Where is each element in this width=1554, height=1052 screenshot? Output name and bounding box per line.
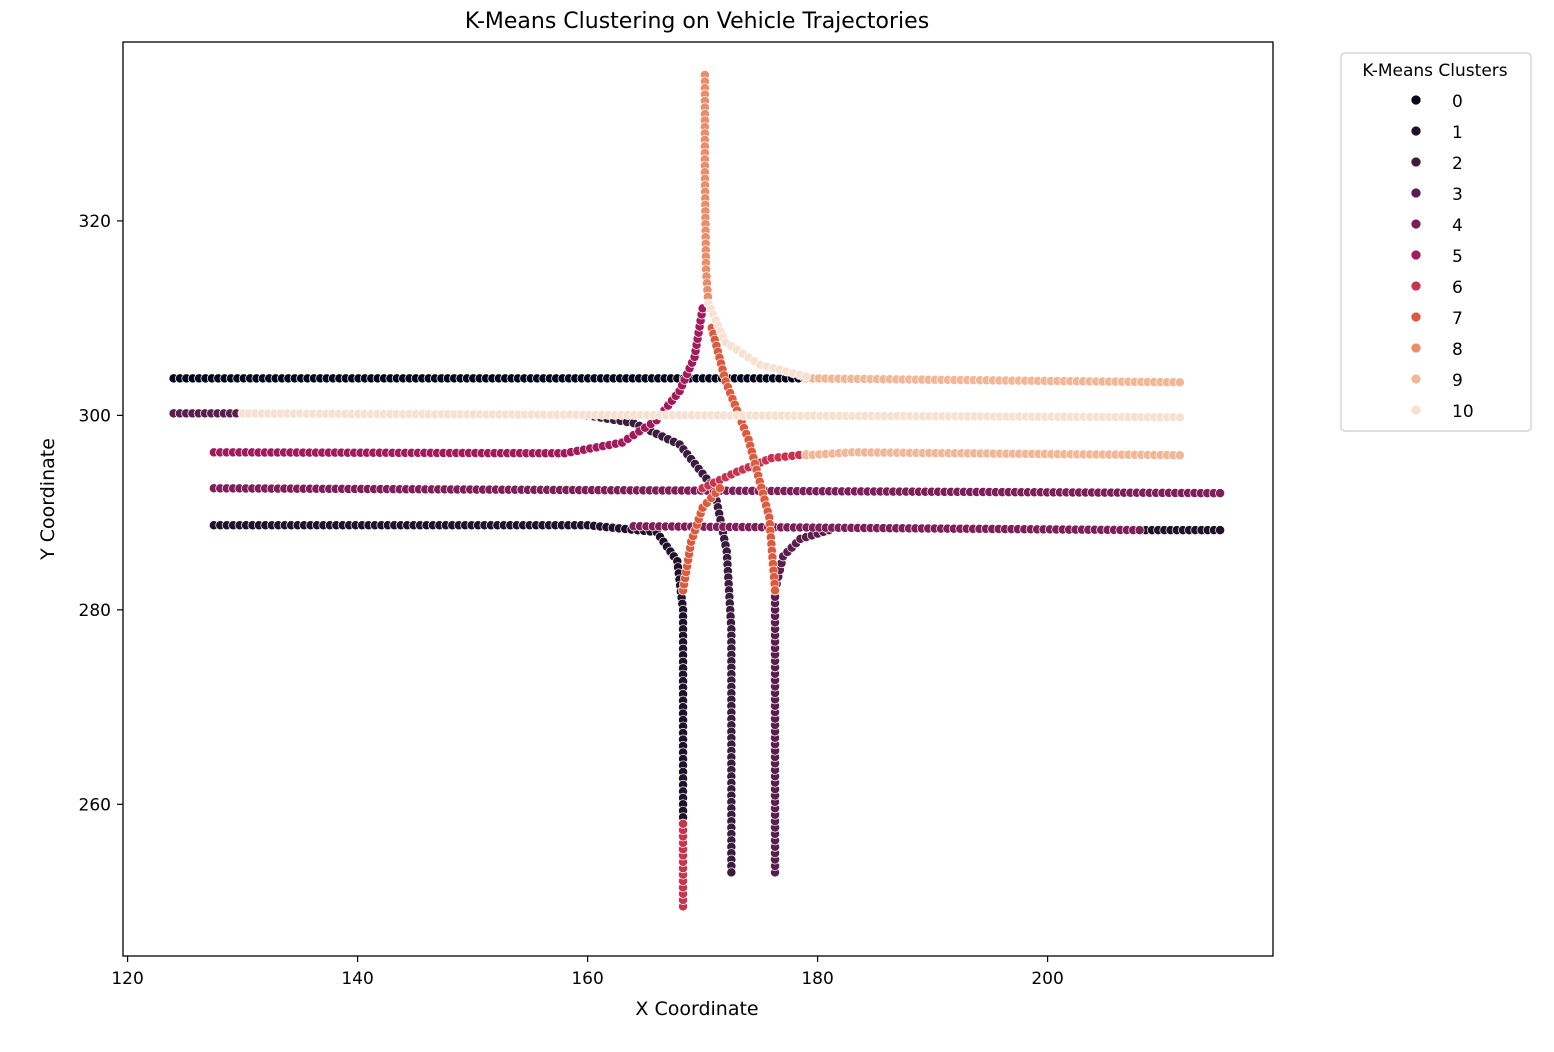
x-axis-label: X Coordinate [635,998,758,1020]
scatter-point [1174,377,1185,388]
y-tick-label: 300 [79,406,111,426]
legend-marker [1410,187,1422,199]
scatter-point [801,371,812,382]
scatter-point [1215,525,1226,536]
legend-marker [1410,125,1422,137]
legend-label: 1 [1452,123,1463,143]
x-tick-label: 200 [1031,969,1063,989]
legend-label: 0 [1452,92,1463,112]
x-tick-label: 160 [571,969,603,989]
legend-label: 9 [1452,371,1463,391]
y-tick-label: 260 [79,795,111,815]
legend-label: 7 [1452,309,1463,329]
y-tick-label: 280 [79,601,111,621]
chart-title: K-Means Clustering on Vehicle Trajectori… [465,9,929,34]
legend-marker [1410,311,1422,323]
legend-label: 6 [1452,278,1463,298]
scatter-point [1134,525,1145,536]
legend-label: 3 [1452,185,1463,205]
scatter-point [714,483,725,494]
scatter-point [726,867,737,878]
plot-frame [122,41,1274,957]
legend-frame [1340,52,1532,432]
plot-area [123,42,1273,956]
scatter-points [168,70,1226,912]
y-axis-label: Y Coordinate [37,438,59,561]
x-tick-label: 120 [111,969,143,989]
legend-marker [1410,94,1422,106]
scatter-point [1174,412,1185,423]
legend-marker [1410,280,1422,292]
legend-marker [1410,373,1422,385]
legend-marker [1410,218,1422,230]
legend-label: 5 [1452,247,1463,267]
x-tick-label: 140 [341,969,373,989]
legend-marker [1410,156,1422,168]
legend-marker [1410,249,1422,261]
y-tick-label: 320 [79,212,111,232]
legend-label: 2 [1452,154,1463,174]
x-tick-label: 180 [801,969,833,989]
y-axis-ticks: 260 280 300 320 [79,212,123,815]
scatter-point [770,585,781,596]
legend-items: 0 1 2 3 4 5 6 7 8 9 10 [1410,92,1474,422]
legend-label: 10 [1452,402,1474,422]
legend-marker [1410,404,1422,416]
legend-label: 4 [1452,216,1463,236]
legend-marker [1410,342,1422,354]
legend-title: K-Means Clusters [1362,61,1507,81]
legend: K-Means Clusters 0 1 2 3 4 5 6 7 8 9 10 [1340,52,1532,432]
scatter-point [1215,488,1226,499]
scatter-point [678,818,689,829]
x-axis-ticks: 120 140 160 180 200 [111,956,1064,989]
scatter-point [1174,450,1185,461]
legend-label: 8 [1452,340,1463,360]
